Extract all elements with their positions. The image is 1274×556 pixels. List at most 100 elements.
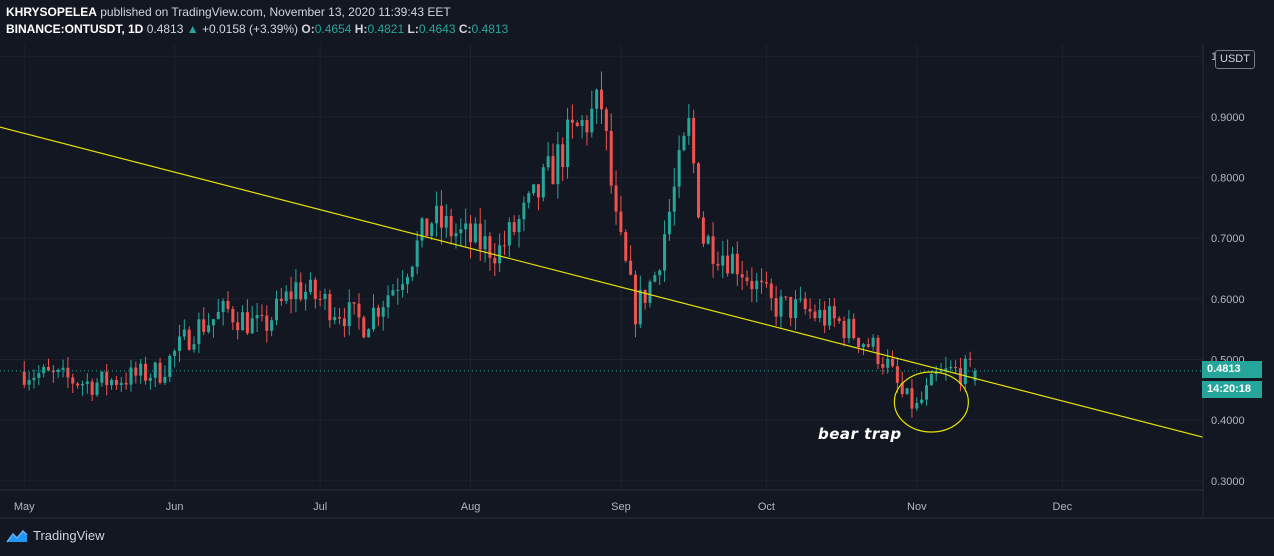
candle[interactable] [352,301,356,315]
candle[interactable] [769,278,773,311]
candle[interactable] [891,350,895,368]
candle[interactable] [832,297,836,328]
candle[interactable] [90,378,94,401]
candle[interactable] [284,285,288,304]
candle[interactable] [498,233,502,272]
candle[interactable] [148,373,152,390]
candle[interactable] [895,357,899,393]
bear-trap-annotation[interactable]: bear trap [818,425,902,443]
candle[interactable] [954,360,958,374]
candle[interactable] [362,315,366,339]
candle[interactable] [944,356,948,381]
candle[interactable] [726,239,730,277]
candle[interactable] [42,364,46,378]
candle[interactable] [716,251,720,271]
candle[interactable] [47,358,51,372]
candle[interactable] [638,275,642,329]
candle[interactable] [721,240,725,279]
candle[interactable] [347,289,351,336]
candle[interactable] [556,131,560,199]
candle[interactable] [372,294,376,332]
candle[interactable] [502,230,506,255]
candle[interactable] [842,316,846,347]
candle[interactable] [755,273,759,303]
candle[interactable] [629,245,633,276]
candle[interactable] [61,359,65,378]
candle[interactable] [711,222,715,278]
candle[interactable] [590,90,594,138]
candle[interactable] [532,184,536,196]
candle[interactable] [279,288,283,306]
candle[interactable] [920,391,924,405]
candle[interactable] [973,368,977,386]
candle[interactable] [459,218,463,246]
candle[interactable] [915,397,919,411]
publisher-name[interactable]: KHRYSOPELEA [6,5,97,19]
candle[interactable] [692,109,696,174]
candle[interactable] [173,349,177,368]
candle[interactable] [338,307,342,325]
candle[interactable] [667,199,671,241]
candle[interactable] [483,219,487,263]
candle[interactable] [153,361,157,388]
candle[interactable] [624,229,628,263]
candle[interactable] [614,170,618,225]
candle[interactable] [294,268,298,313]
candle[interactable] [604,107,608,151]
candle[interactable] [469,214,473,259]
candle[interactable] [197,312,201,353]
candle[interactable] [376,304,380,327]
bear-trap-ellipse[interactable] [893,371,969,433]
candle[interactable] [420,217,424,248]
candle[interactable] [740,260,744,290]
candle[interactable] [808,298,812,319]
candle[interactable] [313,277,317,309]
candle[interactable] [730,246,734,274]
footer-branding[interactable]: TradingView [6,528,105,543]
candle[interactable] [274,290,278,326]
currency-badge[interactable]: USDT [1215,50,1255,69]
candle[interactable] [750,267,754,303]
candle[interactable] [852,313,856,340]
candle[interactable] [357,293,361,330]
price-axis[interactable]: 10.90000.80000.70000.60000.50000.40000.3… [1211,51,1245,488]
candle[interactable] [561,137,565,182]
candle[interactable] [789,296,793,327]
candle[interactable] [192,336,196,353]
candle[interactable] [202,307,206,336]
candle[interactable] [813,304,817,322]
candle[interactable] [905,387,909,396]
candle[interactable] [236,311,240,340]
candle[interactable] [221,298,225,326]
candle[interactable] [328,289,332,328]
candle-series[interactable] [22,71,977,418]
candle[interactable] [871,334,875,351]
candle[interactable] [522,196,526,232]
candle[interactable] [803,291,807,315]
candle[interactable] [144,356,148,385]
candle[interactable] [619,196,623,236]
trendline[interactable] [0,126,1204,438]
candle[interactable] [241,305,245,331]
candle[interactable] [963,354,967,393]
candle[interactable] [415,231,419,275]
candle[interactable] [876,335,880,370]
candle[interactable] [551,143,555,185]
candle[interactable] [818,298,822,323]
candle[interactable] [663,220,667,282]
candle[interactable] [444,204,448,238]
candle[interactable] [823,301,827,333]
candle[interactable] [493,242,497,277]
candle[interactable] [124,372,128,390]
candle[interactable] [677,135,681,199]
candle[interactable] [386,285,390,319]
candle[interactable] [163,365,167,386]
candle[interactable] [304,283,308,311]
candle[interactable] [760,268,764,294]
candle[interactable] [541,163,545,202]
candle[interactable] [250,305,254,334]
candle[interactable] [968,351,972,368]
candle[interactable] [80,380,84,396]
candle[interactable] [512,215,516,236]
candle[interactable] [633,270,637,338]
